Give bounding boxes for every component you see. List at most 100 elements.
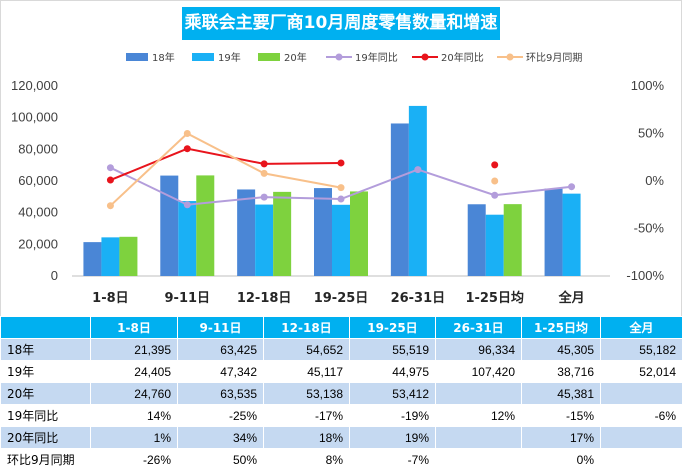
table-row-label: 环比9月同期 — [1, 449, 91, 471]
combo-chart: 020,00040,00060,00080,000100,000120,000-… — [0, 0, 682, 316]
y-left-tick-label: 100,000 — [11, 110, 58, 125]
line-环比9月同期 — [110, 134, 341, 206]
legend-item: 19年 — [192, 51, 241, 64]
table-cell: 24,405 — [91, 361, 178, 383]
legend-item: 18年 — [126, 51, 175, 64]
point-20年同比 — [107, 177, 114, 184]
y-left-tick-label: 60,000 — [18, 173, 58, 188]
table-cell — [436, 427, 522, 449]
point-环比9月同期 — [184, 130, 191, 137]
table-cell: -7% — [350, 449, 436, 471]
bar-18年 — [468, 204, 486, 276]
bar-18年 — [160, 176, 178, 276]
bar-19年 — [178, 201, 196, 276]
table-header-cell: 1-8日 — [91, 317, 178, 339]
table-cell — [601, 449, 682, 471]
y-left-tick-label: 120,000 — [11, 78, 58, 93]
table-cell: 63,425 — [178, 339, 264, 361]
legend-label: 环比9月同期 — [526, 52, 582, 64]
table-cell: 21,395 — [91, 339, 178, 361]
table-cell: 0% — [522, 449, 601, 471]
bar-19年 — [255, 205, 273, 276]
legend-swatch — [258, 53, 280, 61]
table-cell: 19% — [350, 427, 436, 449]
table-cell — [601, 427, 682, 449]
legend-item: 19年同比 — [326, 51, 398, 64]
point-20年同比 — [184, 145, 191, 152]
table-cell: 34% — [178, 427, 264, 449]
legend-swatch — [126, 53, 148, 61]
table-cell: 52,014 — [601, 361, 682, 383]
table-cell — [436, 449, 522, 471]
table-cell: -6% — [601, 405, 682, 427]
table-cell: -17% — [264, 405, 350, 427]
table-row-label: 19年 — [1, 361, 91, 383]
table-cell: 63,535 — [178, 383, 264, 405]
y-left-tick-label: 20,000 — [18, 236, 58, 251]
table-cell: -19% — [350, 405, 436, 427]
table-cell: -25% — [178, 405, 264, 427]
y-right-tick-label: 0% — [645, 173, 664, 188]
bar-19年 — [409, 106, 427, 276]
bar-19年 — [563, 194, 581, 276]
point-19年同比 — [107, 164, 114, 171]
table-row-label: 18年 — [1, 339, 91, 361]
x-category-label: 26-31日 — [391, 291, 446, 306]
table-cell: 12% — [436, 405, 522, 427]
table-cell: 55,182 — [601, 339, 682, 361]
table-cell: 38,716 — [522, 361, 601, 383]
bar-18年 — [391, 123, 409, 276]
table-header-cell: 1-25日均 — [522, 317, 601, 339]
legend-label: 20年 — [284, 51, 307, 64]
table-cell: 47,342 — [178, 361, 264, 383]
bar-20年 — [504, 204, 522, 276]
table-row-label: 20年 — [1, 383, 91, 405]
x-category-label: 全月 — [558, 290, 585, 306]
point-19年同比 — [184, 201, 191, 208]
legend-label: 20年同比 — [441, 51, 484, 64]
table-cell: 53,138 — [264, 383, 350, 405]
point-环比9月同期 — [261, 170, 268, 177]
point-20年同比 — [261, 160, 268, 167]
table-cell: 50% — [178, 449, 264, 471]
table-row: 环比9月同期-26%50%8%-7%0% — [1, 449, 682, 471]
bar-18年 — [314, 188, 332, 276]
table-cell: 8% — [264, 449, 350, 471]
y-right-tick-label: 100% — [631, 78, 665, 93]
legend-item: 环比9月同期 — [497, 52, 582, 64]
bar-19年 — [101, 237, 119, 276]
bar-18年 — [237, 189, 255, 276]
table-header-cell: 26-31日 — [436, 317, 522, 339]
bar-18年 — [83, 242, 101, 276]
table-cell — [436, 383, 522, 405]
x-category-label: 19-25日 — [314, 291, 369, 306]
table-cell: 17% — [522, 427, 601, 449]
table-header-cell: 19-25日 — [350, 317, 436, 339]
table-header-cell: 9-11日 — [178, 317, 264, 339]
table-cell: -15% — [522, 405, 601, 427]
table-header-cell: 12-18日 — [264, 317, 350, 339]
point-20年同比 — [338, 159, 345, 166]
table-cell: 96,334 — [436, 339, 522, 361]
x-category-label: 1-25日均 — [465, 290, 524, 306]
table-cell: 53,412 — [350, 383, 436, 405]
bar-19年 — [332, 205, 350, 276]
table-cell: 24,760 — [91, 383, 178, 405]
point-环比9月同期 — [107, 202, 114, 209]
table-cell: 18% — [264, 427, 350, 449]
table-row-label: 20年同比 — [1, 427, 91, 449]
table-cell: 45,117 — [264, 361, 350, 383]
point-环比9月同期 — [491, 178, 498, 185]
x-category-label: 9-11日 — [165, 291, 211, 306]
table-cell — [601, 383, 682, 405]
point-环比9月同期 — [338, 184, 345, 191]
legend-item: 20年同比 — [412, 51, 484, 64]
legend-marker — [507, 54, 514, 61]
table-cell: 45,381 — [522, 383, 601, 405]
legend-label: 18年 — [152, 51, 175, 64]
